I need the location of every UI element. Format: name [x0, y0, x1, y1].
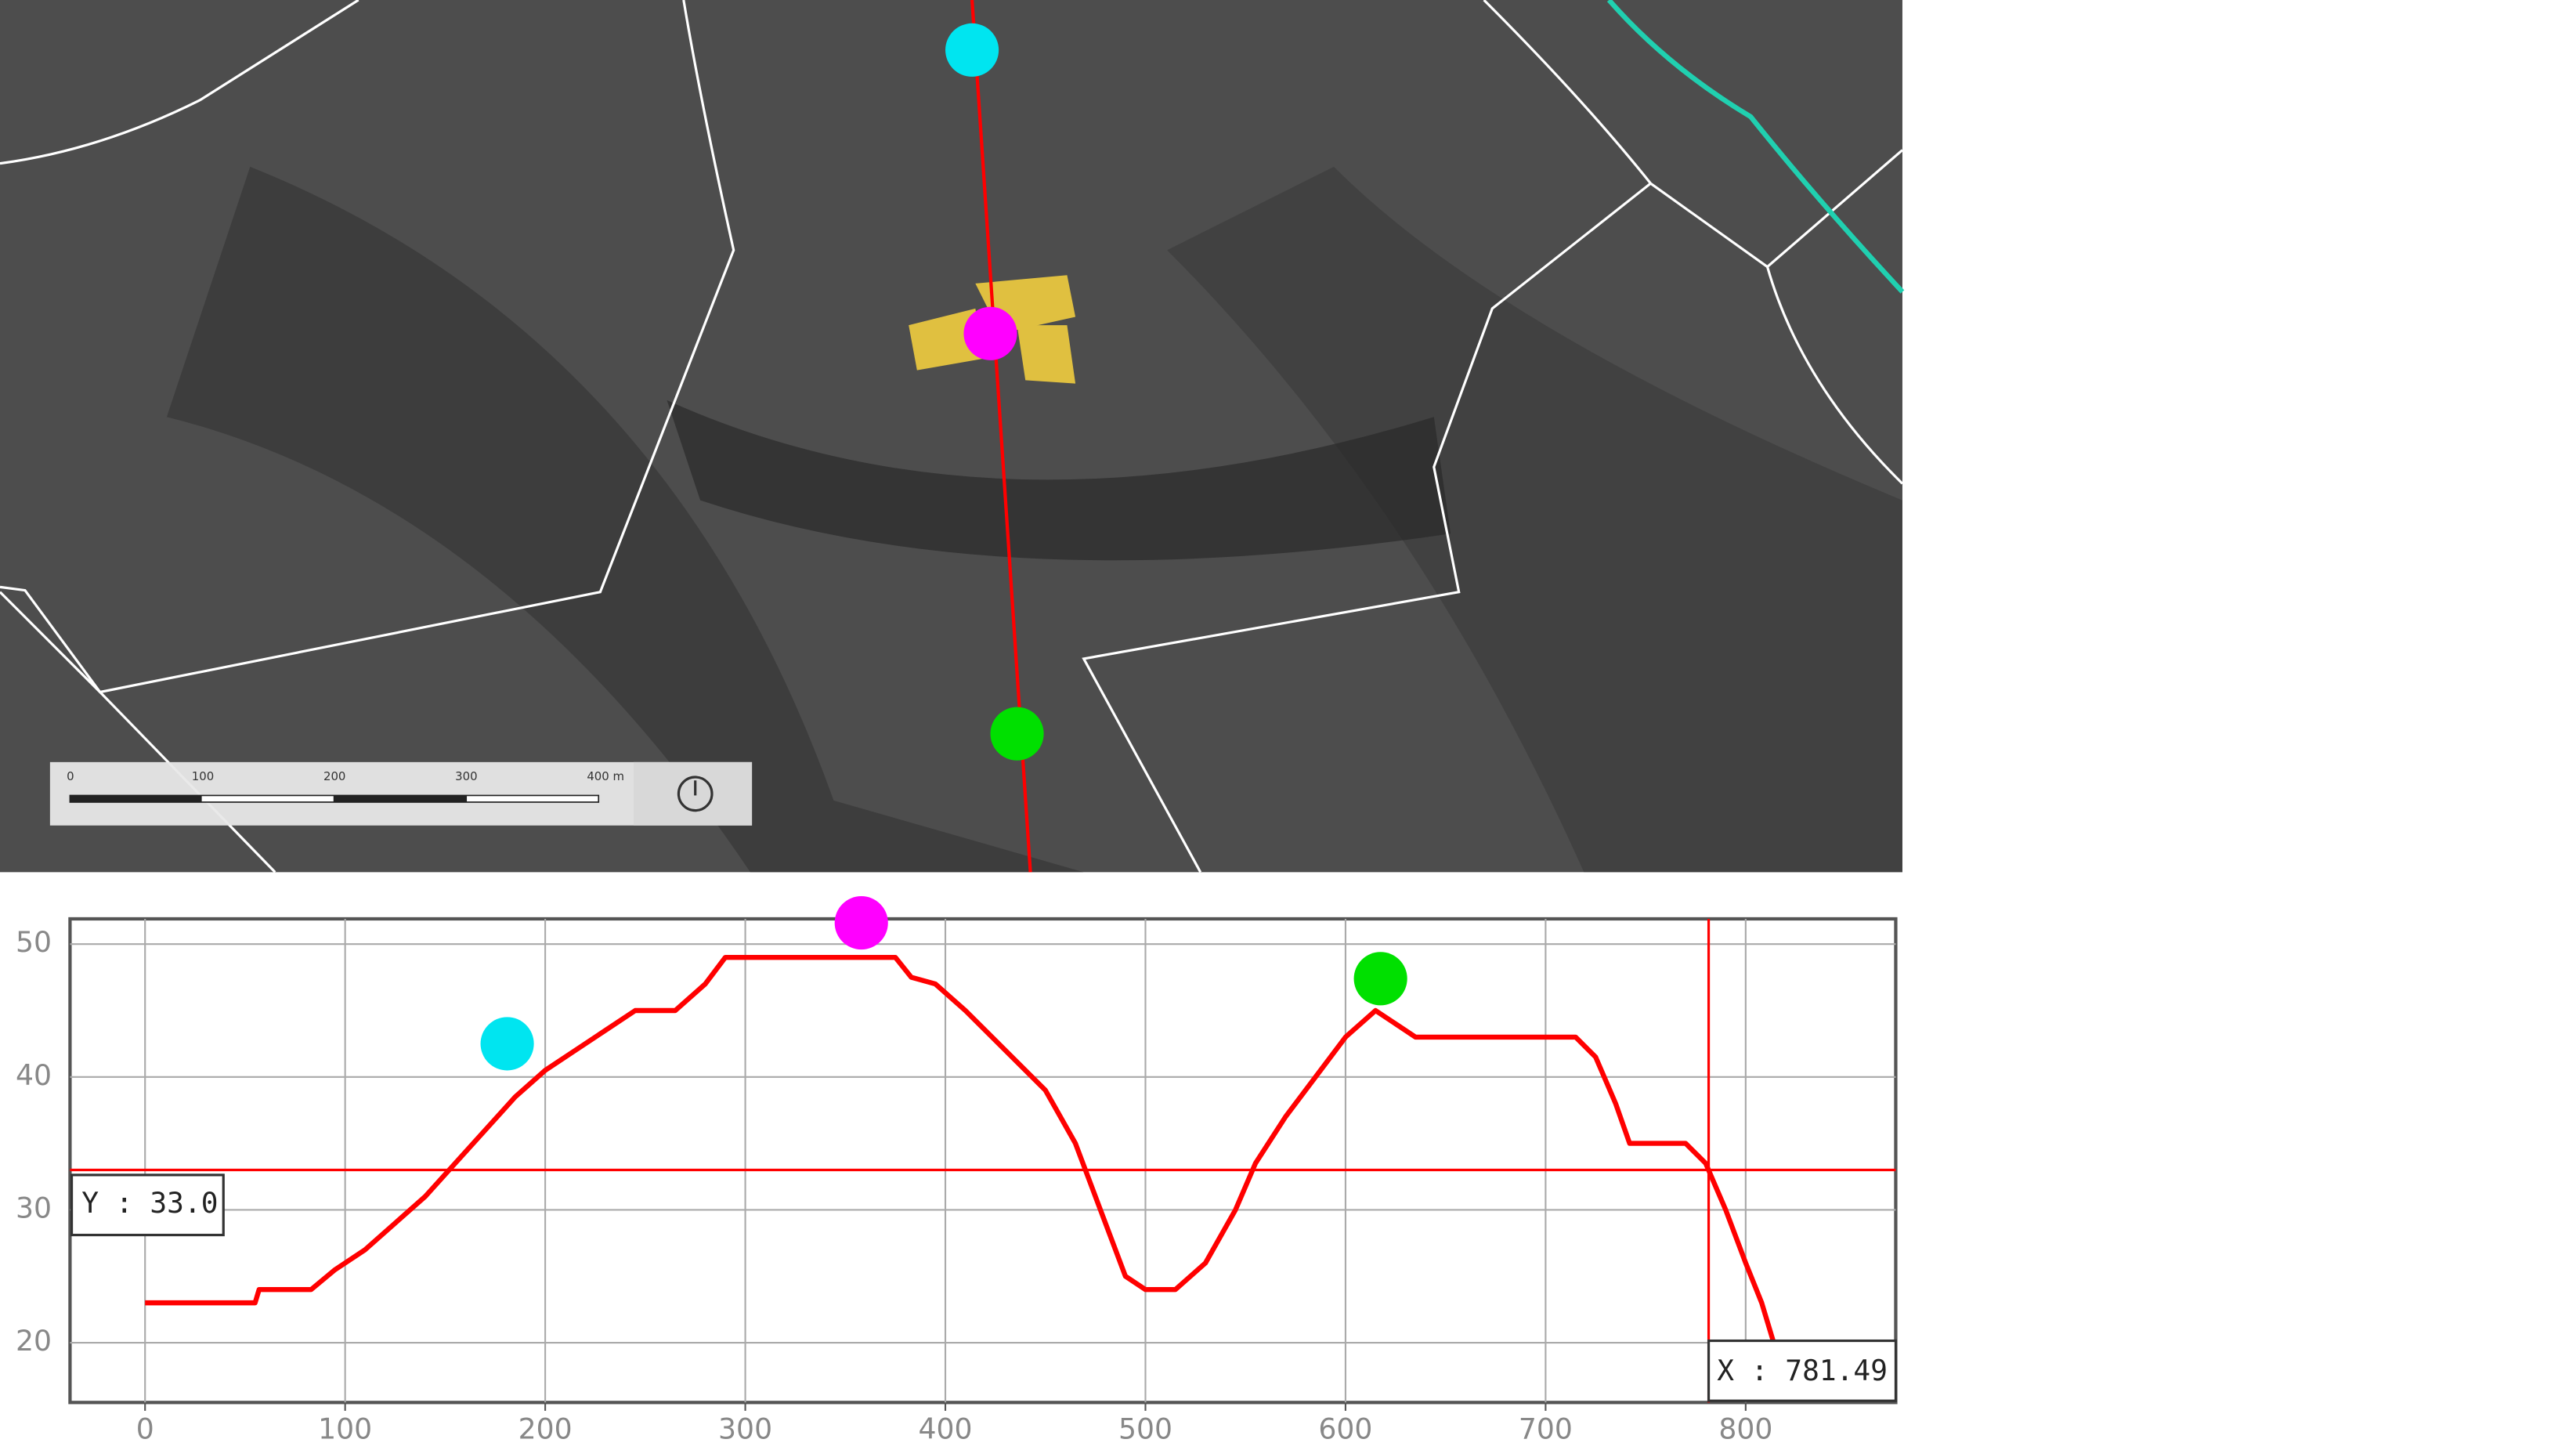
map: 0 100 200 300 400 m — [0, 0, 1905, 873]
profile-line — [145, 954, 1827, 1369]
x-readout-box — [1707, 1339, 1898, 1402]
terrain-shade — [166, 166, 1084, 873]
profile-marker — [480, 1017, 534, 1071]
map-point — [990, 707, 1044, 761]
terrain-shade — [667, 400, 1451, 561]
y-tick-label: 40 — [16, 1058, 52, 1092]
scale-bar: 0 100 200 300 400 m — [49, 761, 753, 826]
scale-label: 100 — [192, 769, 214, 783]
x-readout: X : 781.49 — [1717, 1354, 1888, 1387]
x-tick-label: 300 — [718, 1412, 772, 1446]
y-tick-label: 50 — [16, 925, 52, 959]
terrain-shade — [1167, 166, 1902, 873]
x-tick-label: 700 — [1519, 1412, 1573, 1446]
y-tick-label: 20 — [16, 1324, 52, 1358]
profile-marker — [834, 896, 888, 950]
x-tick-label: 600 — [1318, 1412, 1372, 1446]
x-tick-label: 0 — [136, 1412, 154, 1446]
y-readout: Y : 33.0 — [81, 1186, 218, 1220]
x-tick-label: 800 — [1718, 1412, 1772, 1446]
plot-area — [68, 917, 1898, 1405]
map-point — [963, 306, 1017, 360]
x-tick-label: 500 — [1118, 1412, 1172, 1446]
scale-label: 200 — [323, 769, 345, 783]
compass-icon — [677, 776, 714, 812]
scale-label: 300 — [455, 769, 477, 783]
y-tick-label: 30 — [16, 1191, 52, 1224]
scale-segment — [70, 795, 202, 802]
profile-marker — [1353, 952, 1407, 1006]
scale-bar-button[interactable] — [633, 761, 753, 826]
scale-label: 400 m — [587, 769, 624, 783]
scale-label: 0 — [67, 769, 74, 783]
map-point — [945, 23, 999, 77]
x-tick-label: 400 — [919, 1412, 973, 1446]
x-tick-label: 100 — [318, 1412, 372, 1446]
river — [1606, 0, 1905, 294]
y-readout-box — [70, 1173, 225, 1237]
x-tick-label: 200 — [518, 1412, 573, 1446]
scale-segment — [333, 795, 468, 802]
